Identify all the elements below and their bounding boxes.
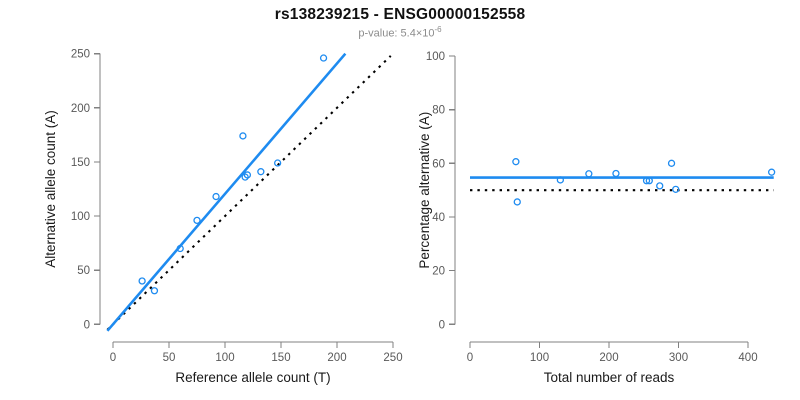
y-tick-label: 50 xyxy=(77,265,90,277)
x-tick-label: 100 xyxy=(530,352,549,364)
panel-percentage-vs-coverage: 0 20 40 60 80 100 0 100 200 300 400 Total number of… xyxy=(417,51,776,385)
data-point xyxy=(243,171,252,179)
data-point xyxy=(176,244,184,253)
y-axis-title: Alternative allele count (A) xyxy=(43,110,58,268)
y-tick-label: 250 xyxy=(71,49,90,61)
x-tick-label: 0 xyxy=(467,352,473,364)
data-point xyxy=(193,216,201,225)
y-tick-label: 200 xyxy=(71,103,90,115)
pvalue-subtitle: p-value: 5.4×10-6 xyxy=(0,25,800,40)
x-tick-label: 0 xyxy=(110,352,116,364)
pvalue-exponent: -6 xyxy=(434,25,442,34)
y-tick-label: 100 xyxy=(426,51,445,63)
data-point xyxy=(656,182,664,190)
data-point xyxy=(556,176,564,184)
y-tick-label: 40 xyxy=(432,212,445,224)
data-point xyxy=(667,159,676,167)
y-tick-label: 60 xyxy=(432,158,445,170)
x-tick-label: 200 xyxy=(327,352,346,364)
panel-allele-counts: 0 50 100 150 200 250 0 50 100 150 200 250 Reference … xyxy=(43,49,403,385)
x-tick-label: 150 xyxy=(271,352,290,364)
data-point xyxy=(273,159,282,167)
y-tick-label: 100 xyxy=(71,211,90,223)
axes-allele-counts xyxy=(94,53,394,348)
data-point xyxy=(645,177,653,185)
fitted-line xyxy=(106,52,347,332)
axes-percentage-vs-coverage xyxy=(449,55,749,348)
x-tick-label: 300 xyxy=(669,352,688,364)
x-tick-label: 100 xyxy=(215,352,234,364)
points-allele-counts xyxy=(138,54,328,295)
x-axis-title: Total number of reads xyxy=(544,370,675,385)
page-title: rs138239215 - ENSG00000152558 xyxy=(274,6,526,23)
pvalue-text: p-value: 5.4×10 xyxy=(358,27,435,40)
x-axis-title: Reference allele count (T) xyxy=(175,370,330,385)
x-tick-label: 400 xyxy=(738,352,757,364)
x-tick-label: 250 xyxy=(383,352,402,364)
data-point xyxy=(642,177,651,185)
x-tick-label: 50 xyxy=(163,352,176,364)
data-point xyxy=(513,198,521,206)
data-point xyxy=(612,169,620,178)
data-point xyxy=(767,168,776,176)
y-tick-label: 0 xyxy=(439,319,445,331)
null-expectation-line xyxy=(106,55,392,331)
x-tick-label: 200 xyxy=(599,352,618,364)
data-point xyxy=(138,277,146,285)
y-tick-label: 80 xyxy=(432,105,445,117)
data-point xyxy=(212,192,220,201)
data-point xyxy=(319,54,328,62)
data-point xyxy=(150,287,159,295)
axis-titles-allele-counts: Reference allele count (T) Alternative al… xyxy=(43,110,331,385)
y-tick-label: 20 xyxy=(432,266,445,278)
data-point xyxy=(512,158,520,166)
axis-titles-percentage-vs-coverage: Total number of reads Percentage alternat… xyxy=(417,112,675,385)
data-point xyxy=(672,185,680,193)
y-tick-label: 0 xyxy=(84,319,90,331)
data-point xyxy=(239,132,247,140)
data-point xyxy=(257,168,265,176)
y-axis-title: Percentage alternative (A) xyxy=(417,112,432,269)
tick-labels-percentage-vs-coverage: 0 20 40 60 80 100 0 100 200 300 400 xyxy=(426,51,758,364)
y-tick-label: 150 xyxy=(71,157,90,169)
data-point xyxy=(585,170,593,178)
tick-labels-allele-counts: 0 50 100 150 200 250 0 50 100 150 200 250 xyxy=(71,49,403,364)
data-point xyxy=(241,173,249,181)
points-percentage-vs-coverage xyxy=(512,158,776,206)
